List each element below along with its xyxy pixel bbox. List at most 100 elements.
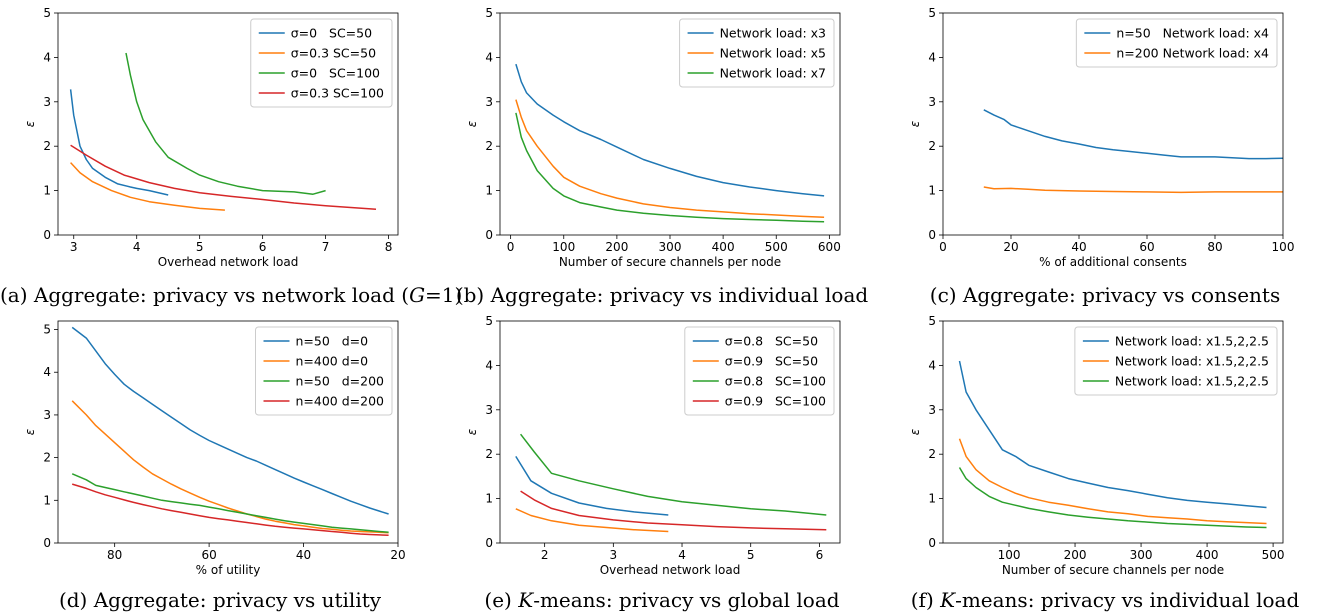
chart-c: 0 20 40 60 80 100 0 1 2 3 4 5 % of additional consen… <box>908 6 1294 269</box>
y-tick-label: 1 <box>485 492 493 506</box>
legend: Network load: x1.5,2,2.5 Network load: x1… <box>1074 326 1278 396</box>
legend-label: Network load: x3 <box>720 26 826 41</box>
axes-frame <box>57 320 399 544</box>
y-tick-label: 2 <box>928 447 936 461</box>
x-tick-label: 80 <box>107 548 122 562</box>
y-tick-label: 1 <box>485 184 493 198</box>
x-tick-label: 300 <box>1130 548 1153 562</box>
chart-b: 0 100 200 300 400 500 600 0 1 2 3 4 5 Number of secur… <box>465 6 841 269</box>
series-line-0 <box>958 360 1267 509</box>
x-tick-label: 400 <box>1196 548 1219 562</box>
series-line-1 <box>515 99 825 218</box>
legend-label: σ=0 SC=100 <box>291 66 380 81</box>
legend: σ=0.8 SC=50 σ=0.9 SC=50 σ=0.8 SC=100 σ=0.9 … <box>684 326 835 416</box>
legend-label: σ=0.9 SC=50 <box>725 354 818 369</box>
caption-b: (b) Aggregate: privacy vs individual loa… <box>455 283 869 307</box>
x-tick-label: 40 <box>1071 240 1086 254</box>
legend-label: n=50 d=200 <box>296 374 385 389</box>
x-axis-label: % of utility <box>196 563 261 577</box>
x-tick-label: 100 <box>998 548 1021 562</box>
y-tick-label: 2 <box>43 451 51 465</box>
x-tick-label: 2 <box>541 548 549 562</box>
series-line-3 <box>71 483 389 537</box>
x-tick-label: 4 <box>133 240 141 254</box>
y-tick-label: 4 <box>485 50 493 64</box>
axes-frame <box>499 320 841 544</box>
legend-label: σ=0.8 SC=100 <box>725 374 826 389</box>
legend-box <box>255 326 393 416</box>
series-line-1 <box>515 508 669 533</box>
legend-label: n=400 d=0 <box>296 354 369 369</box>
legend-label: σ=0.3 SC=50 <box>291 46 376 61</box>
legend-label: Network load: x1.5,2,2.5 <box>1115 374 1269 389</box>
chart-panel-a: 3 4 5 6 7 8 0 1 2 3 4 5 Overhead network load ε σ=0 SC… <box>0 0 463 308</box>
y-tick-label: 0 <box>485 536 493 550</box>
x-tick-label: 600 <box>818 240 841 254</box>
legend-label: σ=0.3 SC=100 <box>291 86 384 101</box>
y-tick-label: 3 <box>43 95 51 109</box>
y-tick-label: 2 <box>43 139 51 153</box>
y-tick-label: 5 <box>928 314 936 328</box>
x-tick-label: 20 <box>1003 240 1018 254</box>
series-line-0 <box>71 326 389 515</box>
x-tick-label: 3 <box>610 548 618 562</box>
x-tick-label: 0 <box>507 240 515 254</box>
y-axis-label: ε <box>465 428 479 435</box>
y-tick-label: 5 <box>43 6 51 20</box>
legend: n=50 d=0 n=400 d=0 n=50 d=200 n=400 d=200 <box>255 326 393 416</box>
y-tick-label: 4 <box>485 358 493 372</box>
x-tick-label: 6 <box>259 240 267 254</box>
series-line-2 <box>520 433 827 516</box>
x-tick-label: 5 <box>747 548 755 562</box>
legend: n=50 Network load: x4 n=200 Network load:… <box>1075 18 1278 68</box>
legend-label: σ=0.9 SC=100 <box>725 394 826 409</box>
legend-label: n=50 d=0 <box>296 334 369 349</box>
y-axis-label: ε <box>23 428 37 435</box>
legend-label: n=200 Network load: x4 <box>1116 46 1269 61</box>
y-tick-label: 1 <box>928 492 936 506</box>
y-tick-label: 1 <box>928 184 936 198</box>
y-axis-label: ε <box>465 120 479 127</box>
legend-label: Network load: x7 <box>720 66 826 81</box>
axes-frame <box>942 12 1284 236</box>
y-tick-label: 1 <box>43 493 51 507</box>
chart-d: 80 60 40 20 0 1 2 3 4 5 % of utility ε n=50 d=0 n=400… <box>23 320 406 577</box>
x-tick-label: 400 <box>712 240 735 254</box>
legend-label: σ=0 SC=50 <box>291 26 372 41</box>
y-tick-label: 4 <box>43 365 51 379</box>
y-tick-label: 0 <box>43 228 51 242</box>
caption-e: (e) K-means: privacy vs global load <box>484 588 840 612</box>
x-tick-label: 0 <box>939 240 947 254</box>
y-tick-label: 3 <box>928 403 936 417</box>
chart-panel-d: 80 60 40 20 0 1 2 3 4 5 % of utility ε n=50 d=0 n=400… <box>0 308 440 616</box>
legend-label: n=50 Network load: x4 <box>1116 26 1269 41</box>
y-axis-label: ε <box>23 120 37 127</box>
y-tick-label: 5 <box>928 6 936 20</box>
x-tick-label: 200 <box>605 240 628 254</box>
caption-a: (a) Aggregate: privacy vs network load (… <box>0 283 463 307</box>
y-axis-label: ε <box>908 120 922 127</box>
series-line-2 <box>71 473 389 534</box>
x-tick-label: 6 <box>816 548 824 562</box>
caption-c: (c) Aggregate: privacy vs consents <box>929 283 1281 307</box>
caption-d: (d) Aggregate: privacy vs utility <box>58 588 382 612</box>
y-tick-label: 0 <box>928 536 936 550</box>
series-line-1 <box>958 438 1267 525</box>
y-tick-label: 2 <box>928 139 936 153</box>
x-tick-label: 7 <box>322 240 330 254</box>
y-tick-label: 3 <box>928 95 936 109</box>
y-tick-label: 1 <box>43 184 51 198</box>
chart-panel-f: 100 200 300 400 500 0 1 2 3 4 5 Number of secure ch… <box>885 308 1325 616</box>
legend-box <box>684 326 835 416</box>
x-axis-label: Number of secure channels per node <box>559 255 781 269</box>
series-line-2 <box>125 52 326 195</box>
x-tick-label: 3 <box>70 240 78 254</box>
x-tick-label: 4 <box>678 548 686 562</box>
chart-panel-c: 0 20 40 60 80 100 0 1 2 3 4 5 % of additional consen… <box>885 0 1325 308</box>
x-tick-label: 20 <box>390 548 405 562</box>
y-tick-label: 2 <box>485 139 493 153</box>
y-tick-label: 5 <box>485 314 493 328</box>
series-line-0 <box>515 456 669 516</box>
x-tick-label: 500 <box>1262 548 1285 562</box>
axes-frame <box>942 320 1284 544</box>
